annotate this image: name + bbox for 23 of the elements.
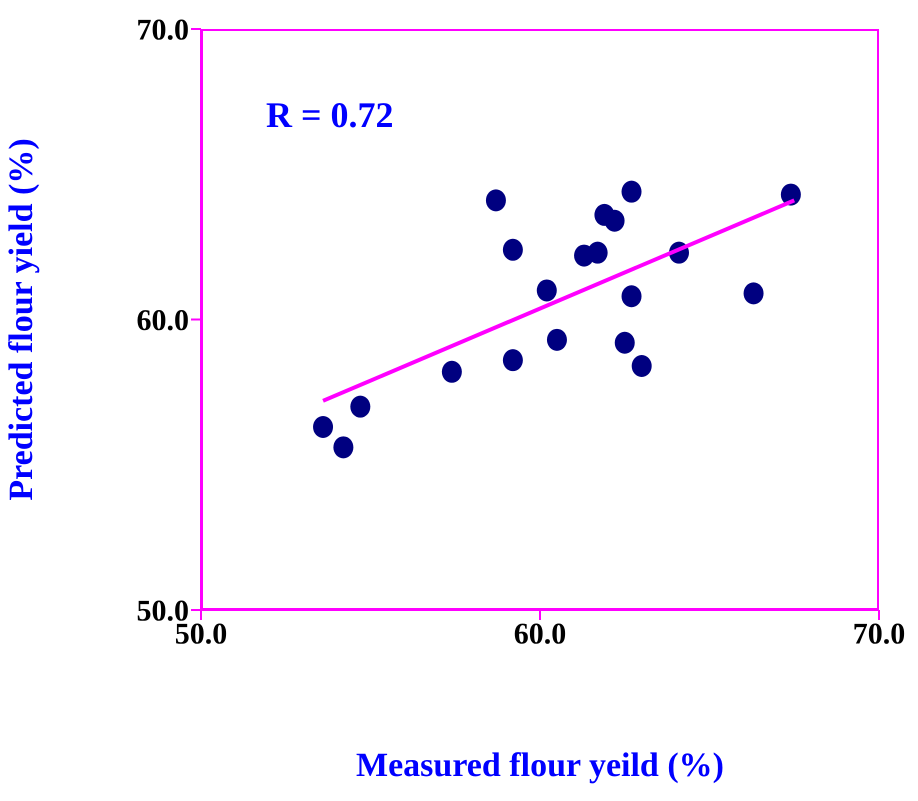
point — [536, 279, 557, 302]
annotation: R = 0.72 — [266, 94, 394, 136]
point — [546, 328, 567, 351]
point — [502, 349, 523, 372]
x-tick-label: 60.0 — [514, 617, 566, 650]
y-axis-title: Predicted flour yield (%) — [3, 138, 40, 501]
y-tick-label: 60.0 — [136, 304, 189, 338]
point — [333, 436, 354, 458]
point — [486, 189, 506, 212]
point — [744, 282, 764, 304]
point — [313, 416, 334, 438]
x-tick-label: 70.0 — [852, 617, 906, 650]
point — [588, 242, 608, 264]
point — [502, 238, 523, 261]
point — [632, 354, 652, 377]
y-tick-label: 70.0 — [136, 14, 189, 47]
point — [442, 360, 462, 383]
x-axis-title: Measured flour yeild (%) — [356, 747, 724, 784]
point — [622, 180, 642, 203]
point — [350, 396, 370, 418]
point — [604, 210, 625, 232]
point — [614, 332, 635, 354]
point — [622, 285, 642, 308]
